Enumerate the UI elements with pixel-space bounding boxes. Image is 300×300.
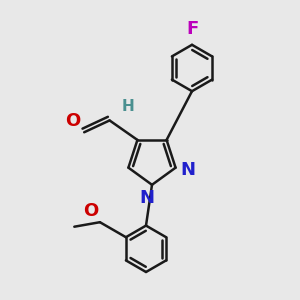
Text: F: F: [186, 20, 198, 38]
Text: N: N: [140, 189, 155, 207]
Text: H: H: [121, 99, 134, 114]
Text: O: O: [83, 202, 98, 220]
Text: N: N: [180, 161, 195, 179]
Text: O: O: [65, 112, 80, 130]
